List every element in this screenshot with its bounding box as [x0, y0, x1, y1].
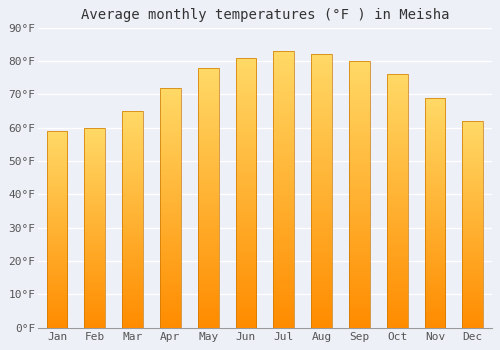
Bar [236, 58, 256, 328]
Bar [46, 131, 68, 328]
Bar [274, 51, 294, 328]
Bar [349, 61, 370, 328]
Bar [84, 128, 105, 328]
Bar [122, 111, 143, 328]
Bar [387, 74, 407, 328]
Bar [311, 54, 332, 328]
Bar [198, 68, 218, 328]
Bar [462, 121, 483, 328]
Bar [160, 88, 181, 328]
Bar [424, 98, 446, 328]
Title: Average monthly temperatures (°F ) in Meisha: Average monthly temperatures (°F ) in Me… [80, 8, 449, 22]
